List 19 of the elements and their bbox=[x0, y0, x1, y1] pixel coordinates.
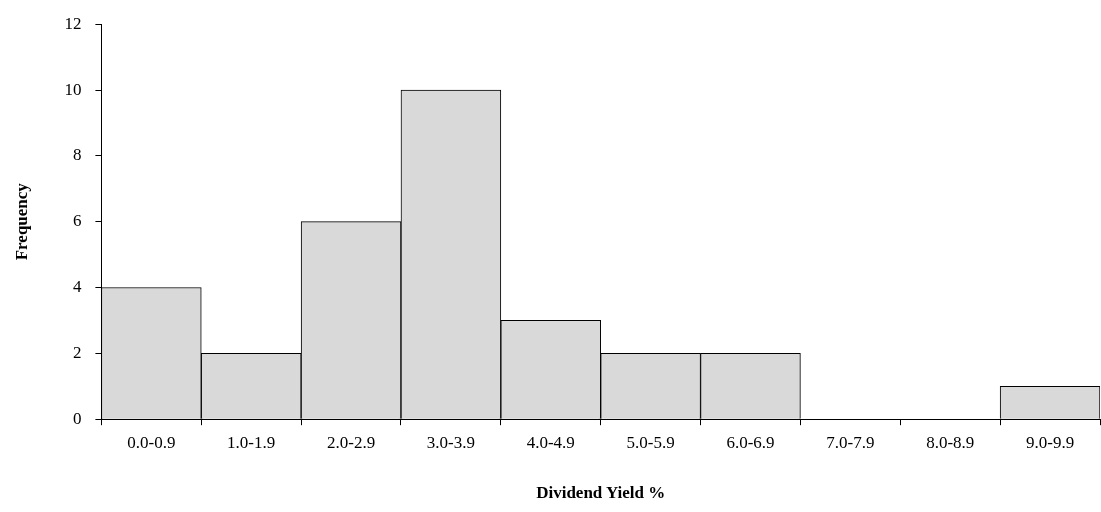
y-tick-label: 8 bbox=[72, 145, 82, 165]
x-axis-title: Dividend Yield % bbox=[536, 483, 666, 503]
y-tick-label: 0 bbox=[72, 408, 82, 428]
y-tick-label: 4 bbox=[72, 277, 82, 296]
x-tick-label: 3.0-3.9 bbox=[426, 432, 475, 452]
x-tick-label: 2.0-2.9 bbox=[326, 432, 376, 452]
x-tick-label: 1.0-1.9 bbox=[227, 432, 276, 452]
x-tick-label: 4.0-4.9 bbox=[526, 432, 575, 452]
y-tick-label: 6 bbox=[72, 211, 82, 231]
x-tick-label: 8.0-8.9 bbox=[926, 432, 975, 452]
y-tick-label: 12 bbox=[64, 13, 82, 33]
x-tick-label: 6.0-6.9 bbox=[726, 432, 775, 452]
x-tick-label: 7.0-7.9 bbox=[826, 432, 875, 452]
y-axis-title: Frequency bbox=[11, 182, 31, 261]
x-tick-label: 5.0-5.9 bbox=[626, 432, 675, 452]
x-tick-label: 9.0-9.9 bbox=[1025, 432, 1075, 452]
y-tick-label: 2 bbox=[72, 342, 82, 362]
x-tick-label: 0.0-0.9 bbox=[127, 432, 176, 452]
y-tick-label: 10 bbox=[64, 79, 82, 99]
